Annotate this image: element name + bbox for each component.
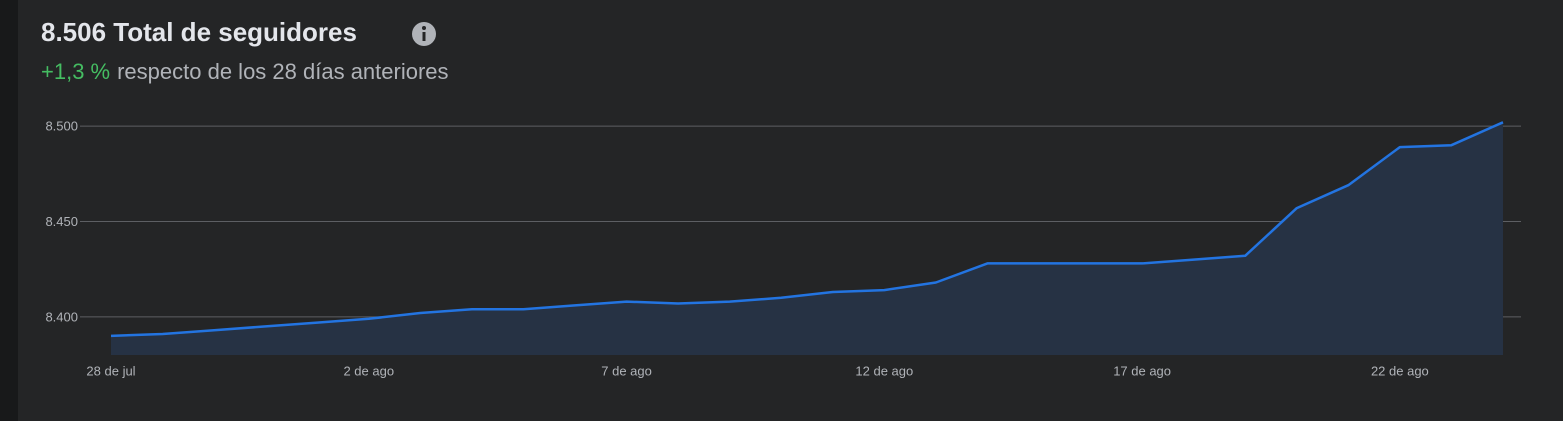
chart-subtitle: +1,3 % respecto de los 28 días anteriores bbox=[41, 59, 449, 84]
y-tick-label: 8.500 bbox=[45, 119, 78, 134]
x-tick-label: 12 de ago bbox=[855, 363, 913, 378]
chart-title: 8.506 Total de seguidores bbox=[41, 17, 357, 47]
change: +1,3 % bbox=[41, 59, 110, 84]
x-tick-label: 2 de ago bbox=[343, 363, 394, 378]
line bbox=[110, 121, 1504, 338]
subtitle: respecto de los 28 días anteriores bbox=[117, 59, 448, 84]
x-tick-label: 28 de jul bbox=[86, 363, 135, 378]
x-tick-label: 22 de ago bbox=[1371, 363, 1429, 378]
y-tick-label: 8.400 bbox=[45, 309, 78, 324]
x-tick-label: 7 de ago bbox=[601, 363, 652, 378]
info-icon-dot[interactable] bbox=[422, 26, 426, 30]
info-icon-bar[interactable] bbox=[422, 32, 426, 41]
area bbox=[111, 122, 1503, 355]
info-icon[interactable] bbox=[412, 22, 436, 46]
y-tick-label: 8.450 bbox=[45, 214, 78, 229]
sidebar-edge bbox=[0, 0, 18, 421]
x-tick-label: 17 de ago bbox=[1113, 363, 1171, 378]
